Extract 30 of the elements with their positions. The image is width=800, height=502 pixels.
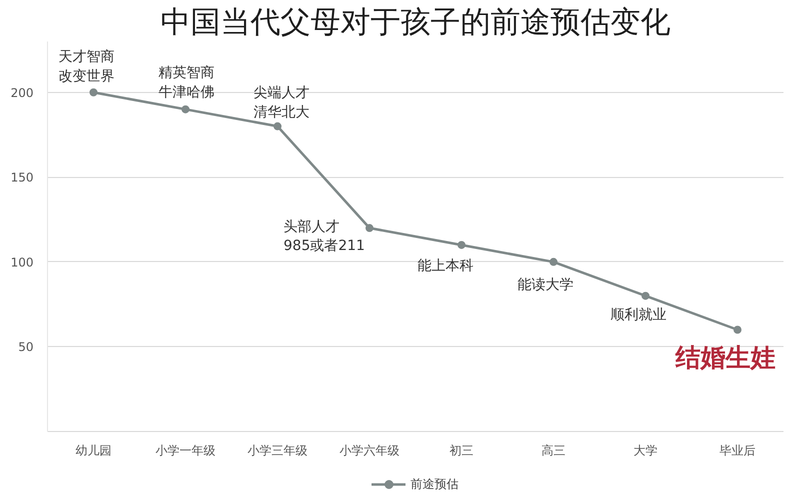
data-label: 能上本科 <box>418 258 474 274</box>
data-label: 顺利就业 <box>610 306 666 323</box>
x-tick-label: 小学一年级 <box>156 444 216 458</box>
legend-label: 前途预估 <box>410 476 458 492</box>
y-tick-label: 100 <box>10 255 34 270</box>
point <box>458 240 466 249</box>
data-label: 结婚生娃 <box>674 342 776 372</box>
point <box>642 292 650 300</box>
x-tick-label: 高三 <box>542 444 566 458</box>
x-tick-label: 初三 <box>450 444 474 458</box>
point <box>274 122 282 130</box>
point <box>182 105 190 114</box>
data-label: 能读大学 <box>518 276 574 293</box>
point <box>90 88 98 96</box>
x-tick-label: 幼儿园 <box>76 444 112 458</box>
y-tick-label: 150 <box>10 170 34 185</box>
y-tick-label: 50 <box>18 340 34 354</box>
point <box>734 326 742 334</box>
data-label: 头部人才985或者211 <box>284 219 365 254</box>
data-label: 天才智商改变世界 <box>58 49 114 84</box>
chart-title: 中国当代父母对于孩子的前途预估变化 <box>160 5 670 40</box>
point <box>550 258 558 266</box>
data-label: 精英智商牛津哈佛 <box>158 65 214 100</box>
data-label: 尖端人才清华北大 <box>254 85 310 120</box>
x-tick-label: 大学 <box>634 444 658 458</box>
point <box>366 224 374 232</box>
x-tick-label: 毕业后 <box>720 444 756 458</box>
x-tick-label: 小学六年级 <box>340 444 400 458</box>
x-tick-label: 小学三年级 <box>248 444 308 458</box>
y-tick-label: 200 <box>10 86 34 100</box>
